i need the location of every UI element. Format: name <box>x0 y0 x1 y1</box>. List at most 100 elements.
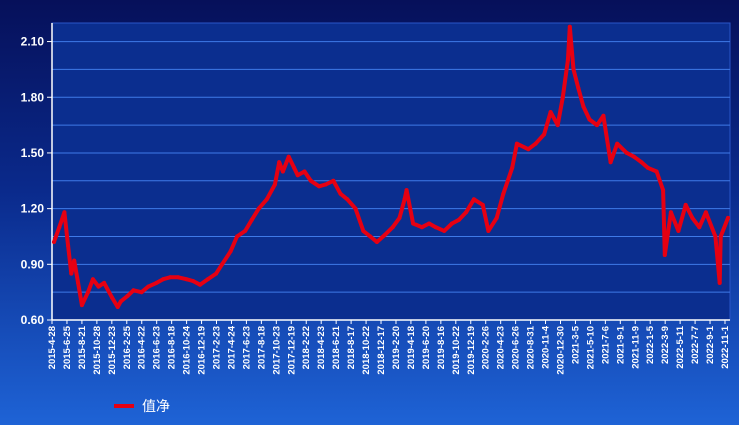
data-point <box>427 221 432 226</box>
data-point <box>601 113 606 118</box>
data-point <box>353 206 358 211</box>
data-point <box>624 150 629 155</box>
data-point <box>548 110 553 115</box>
data-point <box>286 154 291 159</box>
x-tick-label: 2015-8-21 <box>77 325 88 369</box>
data-point <box>494 215 499 220</box>
data-point <box>191 279 195 283</box>
data-point <box>654 169 659 174</box>
data-point <box>115 305 120 309</box>
x-tick-label: 2017-6-23 <box>241 326 252 369</box>
x-tick-label: 2022-3-9 <box>660 326 671 364</box>
data-point <box>176 275 181 280</box>
data-point <box>214 271 219 276</box>
x-tick-label: 2018-6-21 <box>331 325 342 369</box>
data-point <box>581 104 586 109</box>
data-point <box>280 169 285 174</box>
data-point <box>338 191 343 196</box>
data-point <box>102 280 107 285</box>
data-point <box>69 271 74 276</box>
data-point <box>464 210 469 215</box>
data-point <box>76 280 81 285</box>
x-tick-label: 2018-4-23 <box>316 326 327 369</box>
x-tick-label: 2019-8-16 <box>436 326 447 369</box>
data-point <box>331 178 336 183</box>
x-tick-label: 2016-12-19 <box>197 326 208 375</box>
data-point <box>514 141 519 146</box>
data-point <box>480 202 485 207</box>
data-point <box>374 240 379 244</box>
data-point <box>402 197 407 202</box>
x-tick-label: 2019-6-20 <box>421 326 432 369</box>
x-tick-label: 2019-12-19 <box>466 326 477 375</box>
x-tick-label: 2019-10-22 <box>451 326 462 375</box>
data-point <box>713 234 718 239</box>
data-point <box>295 173 300 178</box>
data-point <box>676 228 681 233</box>
data-point <box>419 225 424 230</box>
data-point <box>317 184 322 189</box>
data-point <box>79 303 84 308</box>
data-point <box>560 95 565 100</box>
x-tick-label: 2022-9-1 <box>705 325 716 364</box>
data-point <box>264 197 269 202</box>
x-tick-label: 2020-2-26 <box>481 326 492 369</box>
data-point <box>510 165 515 170</box>
data-point <box>383 232 388 237</box>
data-point <box>501 191 506 196</box>
x-tick-label: 2021-5-10 <box>585 326 596 369</box>
data-point <box>161 277 166 282</box>
data-point <box>442 228 447 233</box>
data-point <box>718 234 723 239</box>
x-tick-label: 2020-11-4 <box>541 325 552 369</box>
data-point <box>571 67 576 72</box>
data-point <box>184 277 189 282</box>
data-point <box>608 160 613 165</box>
data-point <box>668 210 673 215</box>
data-point <box>565 58 570 63</box>
data-point <box>302 169 307 174</box>
x-tick-label: 2016-8-18 <box>167 326 178 369</box>
data-point <box>542 132 547 137</box>
x-tick-label: 2015-10-28 <box>92 326 103 375</box>
data-point <box>235 234 239 239</box>
data-point <box>486 228 491 233</box>
data-point <box>697 225 702 230</box>
data-point <box>567 24 572 29</box>
x-tick-label: 2015-4-28 <box>47 326 58 369</box>
data-point <box>639 160 644 165</box>
data-point <box>390 225 395 230</box>
data-point <box>243 228 248 233</box>
y-tick-label: 1.50 <box>21 146 45 160</box>
data-point <box>131 288 136 293</box>
data-point <box>555 123 560 128</box>
data-point <box>308 178 313 183</box>
data-point <box>471 197 476 202</box>
data-point <box>86 290 90 295</box>
x-tick-label: 2017-12-19 <box>286 326 297 375</box>
series-group <box>52 24 730 309</box>
y-tick-label: 1.20 <box>21 202 45 216</box>
data-point <box>645 165 650 170</box>
data-point <box>526 147 531 152</box>
data-point <box>433 225 438 230</box>
data-point <box>683 202 688 207</box>
x-tick-label: 2021-3-5 <box>570 325 581 364</box>
data-point <box>57 225 62 230</box>
x-tick-label: 2016-6-23 <box>152 326 163 369</box>
grid-lines <box>52 41 730 293</box>
data-point <box>146 284 151 289</box>
y-tick-label: 1.80 <box>21 90 45 104</box>
x-tick-label: 2021-11-9 <box>630 326 641 369</box>
x-tick-label: 2017-2-23 <box>212 326 223 369</box>
x-tick-label: 2018-8-17 <box>346 326 357 369</box>
data-point <box>168 275 173 280</box>
x-tick-label: 2022-7-7 <box>690 326 701 364</box>
data-point <box>404 188 409 193</box>
data-point <box>96 284 101 289</box>
y-tick-labels: 0.60 0.90 1.20 1.50 1.80 2.10 <box>21 35 52 327</box>
x-tick-label: 2017-10-23 <box>271 326 282 375</box>
x-tick-label: 2019-2-20 <box>391 326 402 369</box>
data-point <box>292 165 297 170</box>
